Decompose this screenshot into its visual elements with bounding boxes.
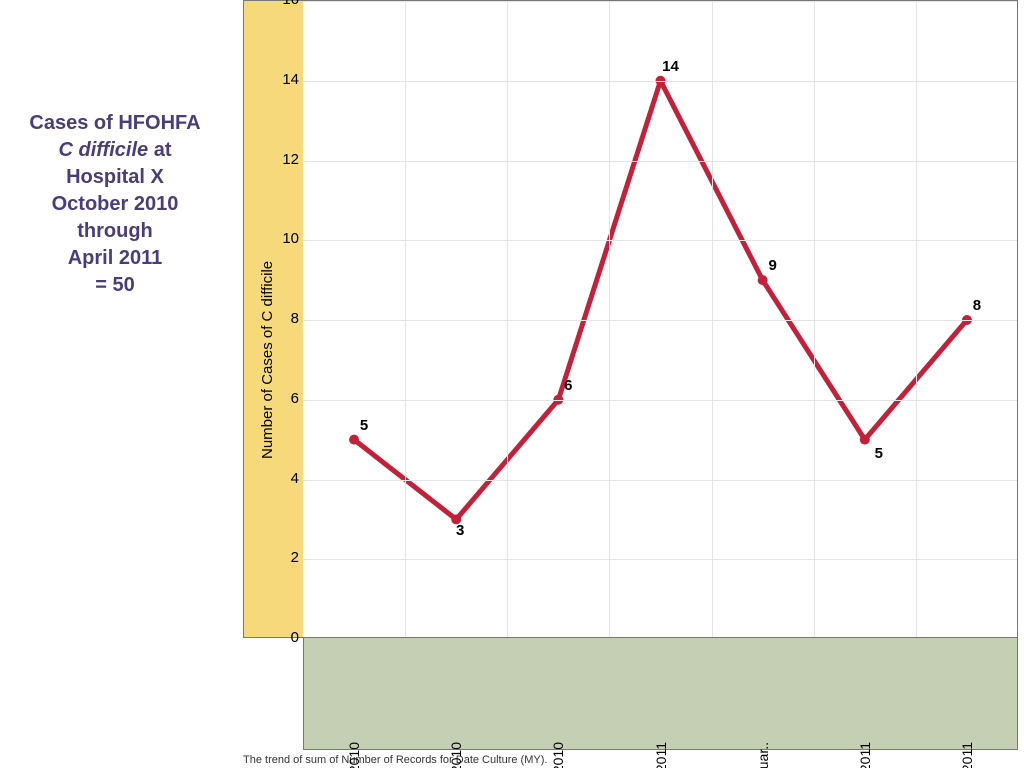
data-marker	[860, 435, 870, 445]
data-label: 5	[360, 417, 368, 434]
gridline-h	[303, 1, 1017, 2]
gridline-v	[609, 1, 610, 637]
x-tick-label: November 2010	[448, 742, 464, 768]
gridline-v	[405, 1, 406, 637]
title-line: April 2011	[0, 245, 230, 272]
y-tick-label: 0	[269, 629, 299, 646]
gridline-v	[507, 1, 508, 637]
title-line: C difficile at	[0, 137, 230, 164]
title-line: = 50	[0, 272, 230, 299]
gridline-v	[712, 1, 713, 637]
chart-title: Cases of HFOHFAC difficile atHospital XO…	[0, 110, 230, 299]
y-tick-label: 2	[269, 549, 299, 566]
gridline-h	[303, 559, 1017, 560]
data-label: 14	[662, 58, 679, 75]
y-axis-label: Number of Cases of C difficile	[259, 261, 276, 459]
gridline-h	[303, 161, 1017, 162]
title-line: through	[0, 218, 230, 245]
x-tick-label: March 2011	[857, 742, 873, 768]
chart-caption: The trend of sum of Number of Records fo…	[243, 754, 547, 766]
plot-area: 5 3 6 14 9 5 8	[303, 0, 1018, 638]
x-tick-label: October 2010	[346, 742, 362, 768]
gridline-h	[303, 320, 1017, 321]
data-label: 5	[875, 445, 883, 462]
title-line: Cases of HFOHFA	[0, 110, 230, 137]
y-tick-label: 4	[269, 470, 299, 487]
data-label: 9	[768, 257, 776, 274]
data-marker	[758, 275, 768, 285]
gridline-h	[303, 81, 1017, 82]
gridline-h	[303, 480, 1017, 481]
x-tick-label: December 2010	[550, 742, 566, 768]
data-label: 8	[973, 297, 981, 314]
y-tick-label: 12	[269, 151, 299, 168]
x-tick-label: Februar..	[755, 742, 771, 768]
x-axis-band	[303, 638, 1018, 750]
x-tick-label: January 2011	[653, 742, 669, 768]
y-tick-label: 14	[269, 71, 299, 88]
gridline-h	[303, 240, 1017, 241]
gridline-v	[814, 1, 815, 637]
data-label: 3	[456, 522, 464, 539]
data-label: 6	[564, 377, 572, 394]
x-tick-label: April 2011	[959, 742, 975, 768]
gridline-h	[303, 400, 1017, 401]
gridline-v	[916, 1, 917, 637]
y-tick-label: 16	[269, 0, 299, 8]
data-marker	[349, 435, 359, 445]
title-line: October 2010	[0, 191, 230, 218]
y-tick-label: 10	[269, 230, 299, 247]
title-line: Hospital X	[0, 164, 230, 191]
